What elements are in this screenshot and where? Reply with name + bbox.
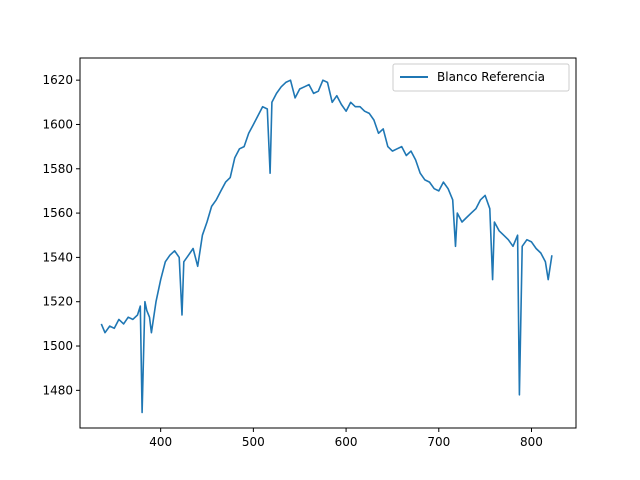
- y-axis: 1480 1500 1520 1540 1560 1580 1600 1620: [42, 73, 80, 397]
- y-tick-label: 1620: [42, 73, 73, 87]
- y-tick-label: 1600: [42, 117, 73, 131]
- plot-area: [100, 79, 553, 414]
- series-line: [100, 79, 553, 414]
- legend: Blanco Referencia: [392, 63, 570, 92]
- y-tick-label: 1480: [42, 383, 73, 397]
- x-tick-label: 700: [427, 435, 450, 449]
- legend-label: Blanco Referencia: [437, 70, 545, 84]
- y-tick-label: 1560: [42, 206, 73, 220]
- y-tick-label: 1540: [42, 250, 73, 264]
- axes-frame: [79, 57, 577, 429]
- y-tick-label: 1520: [42, 295, 73, 309]
- x-tick-label: 400: [149, 435, 172, 449]
- x-axis: 400 500 600 700 800: [149, 428, 543, 449]
- x-tick-label: 600: [335, 435, 358, 449]
- y-tick-label: 1500: [42, 339, 73, 353]
- x-tick-label: 500: [242, 435, 265, 449]
- x-tick-label: 800: [520, 435, 543, 449]
- legend-box: [392, 63, 570, 92]
- y-tick-label: 1580: [42, 162, 73, 176]
